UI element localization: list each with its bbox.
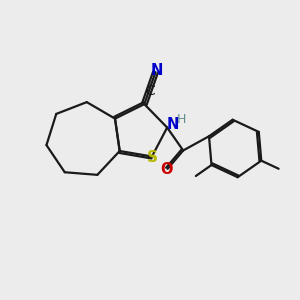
Text: N: N	[151, 64, 163, 79]
Text: N: N	[166, 117, 178, 132]
Text: S: S	[146, 151, 158, 166]
Text: H: H	[177, 113, 186, 126]
Text: O: O	[160, 162, 173, 177]
Text: C: C	[146, 84, 155, 98]
